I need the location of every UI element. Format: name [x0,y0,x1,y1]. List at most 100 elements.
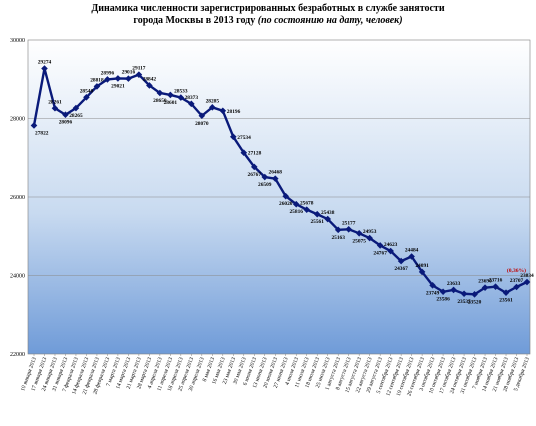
data-point [387,247,394,255]
data-label: 26020 [279,201,293,207]
data-label: 23690 [478,279,492,285]
data-point [429,282,436,289]
data-label: 28601 [164,100,178,106]
data-point [313,210,321,218]
data-point [345,226,352,233]
chart-subtitle: города Москвы в 2013 году [133,15,256,26]
y-tick-label: 28000 [10,117,25,123]
data-point [292,200,300,208]
data-label: 25678 [300,201,314,207]
data-label: 28842 [143,76,157,82]
data-label: 23749 [426,290,440,296]
data-label: 28650 [153,98,167,104]
data-point [376,242,384,249]
data-point [523,278,531,286]
data-point [41,65,48,72]
gridlines [28,118,530,276]
data-label: 29274 [38,59,52,65]
data-point [188,100,195,108]
y-axis: 22000 24000 26000 28000 30000 [10,38,25,358]
data-label: 24091 [415,263,429,269]
data-label: 24484 [405,248,419,254]
data-label: 25177 [342,220,356,226]
chart-title-line2: города Москвы в 2013 году (по состоянию … [0,15,536,27]
data-label: 28373 [185,95,199,101]
data-point [366,234,373,242]
data-point [62,111,69,119]
data-point [502,289,510,297]
data-label: 23520 [468,299,482,305]
data-point [114,75,122,82]
y-tick-label: 26000 [10,195,25,201]
data-label: 26767 [248,172,262,178]
data-label: 26509 [258,182,272,188]
data-point [125,75,132,82]
data-point [460,290,468,298]
data-point [397,257,405,265]
data-label: 24767 [373,250,387,256]
data-label: 29016 [122,70,136,76]
data-label: 29117 [132,66,145,72]
data-label: 28996 [101,70,115,76]
data-point [271,175,279,182]
data-point [481,284,489,291]
data-point [439,288,447,296]
data-label: 27128 [248,151,262,157]
data-point [418,268,426,276]
annotations: (0,36%) [507,267,526,274]
series-line [30,65,531,298]
data-label: 25561 [310,219,324,225]
data-label: 25075 [352,238,366,244]
y-tick-label: 30000 [10,38,25,44]
data-point [135,71,143,78]
data-point [492,283,499,290]
data-label: 23561 [499,298,513,304]
y-tick-label: 22000 [10,352,25,358]
data-label: 23716 [489,278,503,284]
chart-title-line1: Динамика численности зарегистрированных … [91,3,445,14]
data-label: 23834 [520,273,534,279]
data-point [146,82,153,89]
data-point [355,230,363,237]
data-point [104,76,111,83]
data-point [83,94,90,101]
data-point [334,226,342,234]
data-label: 28096 [59,120,73,126]
data-label: 28285 [206,98,220,104]
data-label: 28070 [195,121,209,127]
data-label: 28265 [69,113,83,119]
data-label: 27534 [237,135,251,141]
data-point [51,104,59,112]
data-label: 25163 [331,235,345,241]
data-point [198,112,206,120]
data-point [72,104,80,112]
data-label: 24367 [394,266,408,272]
data-point [240,149,248,157]
data-point [324,215,332,223]
data-point [282,192,290,200]
data-label: 24953 [363,229,377,235]
data-point [177,94,185,101]
data-point [450,286,457,294]
data-label: 25816 [289,209,303,215]
data-point [471,291,478,298]
data-label: 28818 [90,77,104,83]
data-point [229,133,237,141]
chart-subtitle-note: (по состоянию на дату, человек) [257,15,403,26]
data-point [167,91,174,99]
data-label: 27822 [35,130,49,136]
y-tick-label: 24000 [10,274,25,280]
data-label: 25438 [321,210,335,216]
data-point [408,253,415,260]
data-point [30,122,38,129]
data-point [513,283,520,291]
data-label: 23535 [457,299,471,305]
data-label: 28261 [48,99,62,105]
data-label: 23586 [436,297,450,303]
data-label: 23633 [447,281,461,287]
data-label: 28533 [174,89,188,95]
data-label: 26468 [269,170,283,176]
data-point [209,104,216,111]
